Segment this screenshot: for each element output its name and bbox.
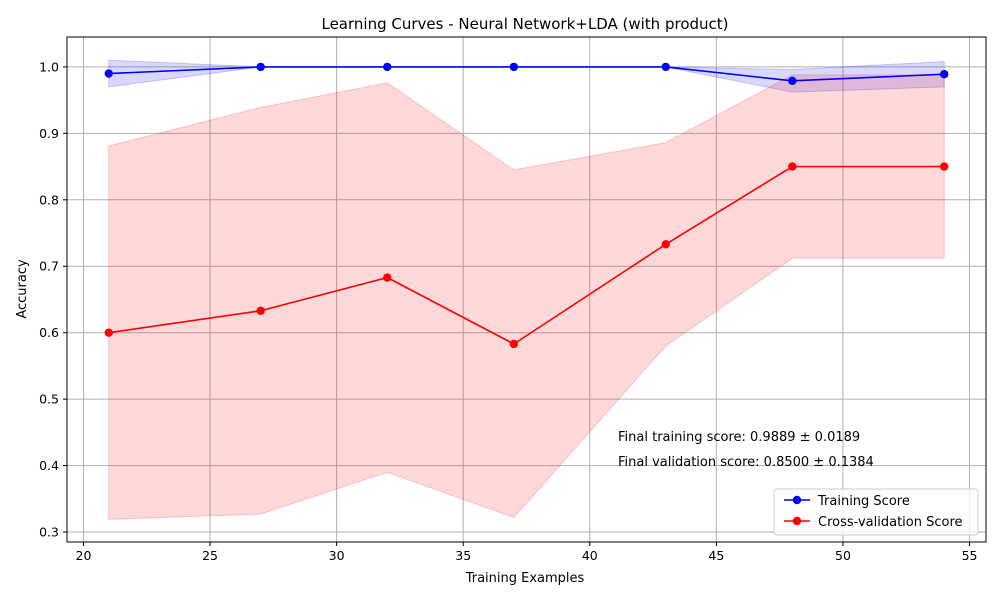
x-tick-label: 50 xyxy=(835,548,851,563)
y-tick-label: 0.6 xyxy=(39,325,59,340)
data-point-validation xyxy=(509,339,519,349)
data-point-training xyxy=(509,62,519,72)
legend-label-training: Training Score xyxy=(817,494,910,509)
data-point-validation xyxy=(940,162,949,171)
x-tick-label: 45 xyxy=(708,548,724,563)
data-point-validation xyxy=(788,162,797,171)
y-tick-label: 1.0 xyxy=(39,59,59,74)
legend-label-validation: Cross-validation Score xyxy=(818,515,963,530)
x-tick-label: 30 xyxy=(329,548,345,563)
data-point-training xyxy=(788,76,797,86)
x-tick-label: 35 xyxy=(455,548,471,563)
data-point-validation xyxy=(661,240,670,249)
legend-box xyxy=(773,488,979,536)
data-point-validation xyxy=(104,328,113,337)
data-point-training xyxy=(940,70,949,79)
band-validation xyxy=(108,74,945,520)
grid xyxy=(67,37,986,542)
chart-title: Learning Curves - Neural Network+LDA (wi… xyxy=(321,15,728,33)
data-point-training xyxy=(256,62,265,72)
y-tick-label: 0.7 xyxy=(39,259,59,274)
x-tick-label: 25 xyxy=(202,548,218,563)
y-tick-label: 0.5 xyxy=(39,392,59,407)
legend: Training Score Cross-validation Score xyxy=(773,488,979,536)
series-points xyxy=(104,62,949,349)
data-point-training xyxy=(661,62,670,72)
x-tick-label: 40 xyxy=(582,548,598,563)
data-point-training xyxy=(383,62,392,72)
y-tick-label: 0.8 xyxy=(39,192,59,207)
axis-ticks: 20 25 30 35 40 45 50 55 0.3 0.4 0.5 0.6 0.7 0.8 0.9 1.0 xyxy=(39,59,977,563)
data-point-validation xyxy=(383,273,392,282)
x-tick-label: 20 xyxy=(76,548,92,563)
data-point-validation xyxy=(256,306,265,315)
annotation-final-training: Final training score: 0.9889 ± 0.0189 xyxy=(618,430,860,445)
x-axis-label: Training Examples xyxy=(465,571,585,586)
plot-frame xyxy=(66,36,987,543)
y-axis-label: Accuracy xyxy=(15,259,30,319)
legend-marker-validation xyxy=(792,516,802,526)
annotation-final-validation: Final validation score: 0.8500 ± 0.1384 xyxy=(618,455,874,470)
y-tick-label: 0.3 xyxy=(39,525,59,540)
y-tick-label: 0.9 xyxy=(39,126,59,141)
data-point-training xyxy=(104,69,113,78)
legend-marker-training xyxy=(792,495,802,505)
x-tick-label: 55 xyxy=(962,548,978,563)
confidence-bands xyxy=(108,59,945,520)
y-tick-label: 0.4 xyxy=(39,458,59,473)
